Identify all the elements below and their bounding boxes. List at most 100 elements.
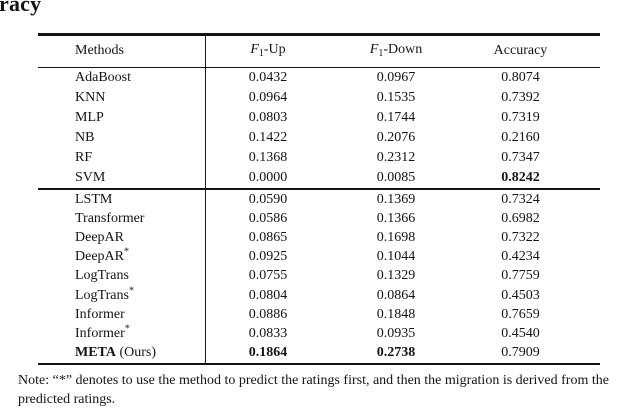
table-row: SVM 0.0000 0.0085 0.8242: [38, 168, 600, 188]
f1-down-value: 0.1329: [376, 268, 416, 284]
f1-up-value: 0.0804: [248, 287, 288, 303]
method-cell: MLP: [38, 111, 205, 125]
header-separator-rule: [38, 66, 600, 68]
star-marker: *: [128, 284, 134, 296]
table-row: LSTM 0.0590 0.1369 0.7324: [38, 190, 600, 209]
f1-up-value: 0.0755: [248, 268, 288, 284]
table-row: AdaBoost 0.0432 0.0967 0.8074: [38, 68, 600, 88]
method-name: Transformer: [75, 210, 145, 226]
accuracy-value: 0.2160: [501, 130, 540, 145]
f1-up-value: 0.0964: [248, 90, 288, 105]
f1-down-value: 0.1535: [376, 90, 416, 105]
f1-up-rest: -Up: [263, 42, 286, 57]
f1-up-value: 0.0432: [248, 70, 288, 85]
f1-down-value: 0.0864: [376, 287, 416, 303]
accuracy-value: 0.4234: [501, 249, 540, 265]
method-name: KNN: [75, 90, 106, 105]
method-name: LogTrans: [75, 268, 129, 284]
table-bottom-rule: [38, 362, 600, 366]
accuracy-value: 0.8242: [501, 170, 540, 185]
method-name: DeepAR: [75, 249, 124, 265]
f1-up-value: 0.0833: [248, 325, 288, 341]
f1-up-value: 0.0925: [248, 249, 288, 265]
f1-down-value: 0.1369: [376, 191, 416, 207]
method-name: LogTrans: [75, 287, 129, 303]
method-cell: SVM: [38, 171, 205, 185]
f1-down-value: 0.0085: [376, 170, 416, 185]
f1-down-value: 0.2312: [376, 150, 416, 165]
column-header-f1-up: F1-Up: [205, 43, 331, 59]
f1-down-value: 0.0935: [376, 325, 416, 341]
column-header-f1-down: F1-Down: [331, 43, 461, 59]
method-name: META: [75, 345, 116, 361]
accuracy-value: 0.4540: [501, 325, 540, 341]
method-name: Informer: [75, 325, 125, 341]
classic-methods-group: AdaBoost 0.0432 0.0967 0.8074 KNN 0.0964 0.153…: [38, 68, 600, 188]
method-cell: META (Ours): [38, 346, 205, 360]
method-cell: RF: [38, 151, 205, 165]
method-name: RF: [75, 150, 93, 165]
f1-up-value: 0.0000: [248, 170, 288, 185]
accuracy-value: 0.6982: [501, 210, 540, 226]
table-row: DeepAR 0.0865 0.1698 0.7322: [38, 228, 600, 247]
table-top-rule: [38, 33, 600, 36]
method-name: NB: [75, 130, 95, 145]
method-cell: KNN: [38, 91, 205, 105]
f1-down-value: 0.1698: [376, 229, 416, 245]
method-cell: NB: [38, 131, 205, 145]
method-name: SVM: [75, 170, 106, 185]
column-header-accuracy: Accuracy: [493, 43, 548, 58]
f1-up-value: 0.0886: [248, 306, 288, 322]
accuracy-value: 0.7659: [501, 306, 540, 322]
f1-down-value: 0.2738: [376, 345, 416, 361]
table-header-row: Methods F1-Up F1-Down Accuracy: [38, 36, 600, 67]
method-cell: LSTM: [38, 191, 205, 207]
accuracy-value: 0.8074: [501, 70, 540, 85]
group-separator-rule: [38, 188, 600, 190]
method-cell: AdaBoost: [38, 71, 205, 85]
accuracy-value: 0.7324: [501, 191, 540, 207]
table-row: KNN 0.0964 0.1535 0.7392: [38, 88, 600, 108]
table-footnote: Note: “*” denotes to use the method to p…: [18, 373, 609, 407]
accuracy-value: 0.7759: [501, 268, 540, 284]
method-cell: Informer*: [38, 324, 205, 341]
table-row: Transformer 0.0586 0.1366 0.6982: [38, 209, 600, 228]
f1-down-value: 0.2076: [376, 130, 416, 145]
method-cell: LogTrans*: [38, 285, 205, 303]
method-cell: DeepAR: [38, 229, 205, 245]
deep-methods-group: LSTM 0.0590 0.1369 0.7324 Transformer 0.0586 0…: [38, 190, 600, 363]
method-name: LSTM: [75, 191, 113, 207]
f1-up-value: 0.0590: [248, 191, 288, 207]
table-row: LogTrans* 0.0804 0.0864 0.4503: [38, 285, 600, 305]
f1-up-value: 0.0865: [248, 229, 288, 245]
method-suffix: (Ours): [115, 345, 157, 361]
accuracy-value: 0.7347: [501, 150, 540, 165]
results-table: Methods F1-Up F1-Down Accuracy AdaBoost 0…: [38, 33, 600, 366]
method-cell: LogTrans: [38, 269, 205, 283]
f1-up-value: 0.1368: [248, 150, 288, 165]
method-name: Informer: [75, 306, 125, 322]
table-row: META (Ours) 0.1864 0.2738 0.7909: [38, 344, 600, 363]
f1-down-value: 0.1744: [376, 110, 416, 125]
method-name: DeepAR: [75, 229, 124, 245]
star-marker: *: [124, 246, 129, 258]
method-cell: DeepAR*: [38, 246, 205, 265]
table-row: Informer* 0.0833 0.0935 0.4540: [38, 324, 600, 343]
star-marker: *: [124, 323, 130, 335]
table-row: LogTrans 0.0755 0.1329 0.7759: [38, 267, 600, 286]
table-row: Informer 0.0886 0.1848 0.7659: [38, 305, 600, 324]
table-row: RF 0.1368 0.2312 0.7347: [38, 148, 600, 168]
f1-subscript: 1: [258, 48, 264, 59]
accuracy-value: 0.7909: [501, 345, 540, 361]
accuracy-value: 0.4503: [501, 287, 540, 303]
accuracy-value: 0.7392: [501, 90, 540, 105]
f1-down-value: 0.1044: [376, 249, 416, 265]
method-cell: Transformer: [38, 210, 205, 226]
f1-down-value: 0.1848: [376, 306, 416, 322]
f1-letter: F: [369, 42, 379, 57]
f1-down-value: 0.0967: [376, 70, 416, 85]
f1-up-value: 0.1422: [248, 130, 288, 145]
table-row: DeepAR* 0.0925 0.1044 0.4234: [38, 246, 600, 267]
column-separator-line: [205, 35, 207, 363]
